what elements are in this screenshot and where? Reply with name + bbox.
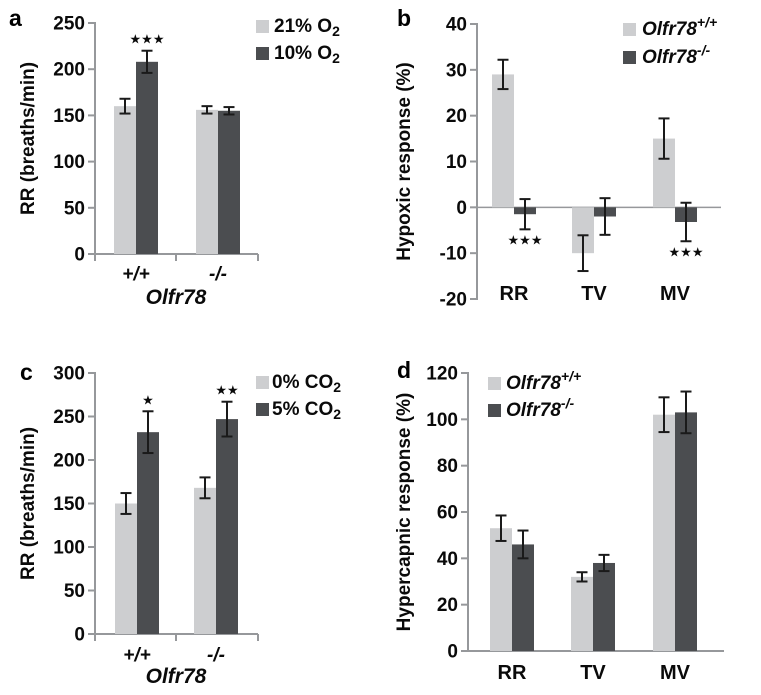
category-label: MV xyxy=(660,283,691,305)
bar-a--/--dark xyxy=(218,110,240,254)
bar-c--/--dark xyxy=(216,419,238,634)
panel-label-a: a xyxy=(9,5,22,31)
y-axis-title: Hypoxic response (%) xyxy=(394,62,415,261)
y-tick-label: 50 xyxy=(64,581,85,602)
y-tick-label: 0 xyxy=(456,198,467,219)
y-tick-label: 100 xyxy=(53,152,85,173)
legend-label: 5% CO2 xyxy=(272,399,341,422)
y-tick-label: 0 xyxy=(74,625,85,646)
y-tick-label: 250 xyxy=(53,407,85,428)
y-tick-label: 200 xyxy=(53,60,85,81)
y-tick-label: 0 xyxy=(447,642,458,663)
category-label: TV xyxy=(580,662,606,684)
significance-stars: ★★ xyxy=(215,383,238,398)
y-tick-label: 0 xyxy=(74,245,85,266)
legend-swatch-light xyxy=(256,376,269,389)
legend-swatch-dark xyxy=(623,51,636,64)
bar-c--/--light xyxy=(194,487,216,634)
legend-swatch-dark xyxy=(256,403,269,416)
bar-d-TV-light xyxy=(571,576,593,651)
chart-b: -20 -10 0 10 20 30 40 ★★★ ★★★ RR TV MV Hypoxic respo… xyxy=(380,0,761,345)
legend-label: Olfr78+/+ xyxy=(642,14,717,40)
y-tick-label: 20 xyxy=(446,106,467,127)
y-tick-label: 250 xyxy=(53,14,85,35)
y-tick-label: 150 xyxy=(53,494,85,515)
y-tick-label: -20 xyxy=(440,290,467,311)
y-axis-title: Hypercapnic response (%) xyxy=(394,393,415,632)
bar-b-RR-light xyxy=(492,74,514,208)
y-tick-label: 100 xyxy=(53,538,85,559)
legend-swatch-light xyxy=(623,23,636,36)
significance-stars: ★★★ xyxy=(508,232,543,247)
y-tick-label: 120 xyxy=(426,364,458,385)
y-tick-label: 20 xyxy=(437,595,458,616)
bar-a-+/+-dark xyxy=(136,61,158,254)
bar-d-RR-light xyxy=(490,528,512,651)
bar-d-RR-dark xyxy=(512,544,534,651)
panel-b: b -20 -10 0 10 20 30 40 ★★★ ★★★ RR TV MV Hypoxic res… xyxy=(380,0,761,345)
y-tick-label: 10 xyxy=(446,152,467,173)
bar-a-+/+-light xyxy=(114,106,136,254)
bar-d-MV-dark xyxy=(675,412,697,651)
legend-label: Olfr78+/+ xyxy=(506,368,581,394)
legend-swatch-light xyxy=(488,377,501,390)
category-label: TV xyxy=(581,283,607,305)
panel-c: c 0 50 100 150 200 250 300 ★ ★★ +/+ -/- Olfr78 RR (b… xyxy=(0,345,380,695)
chart-c: 0 50 100 150 200 250 300 ★ ★★ +/+ -/- Olfr78 RR (bre… xyxy=(0,345,380,695)
panel-d: d 0 20 40 60 80 100 120 RR TV MV Hypercapnic respo… xyxy=(380,345,761,695)
y-tick-label: 100 xyxy=(426,410,458,431)
category-label: -/- xyxy=(207,645,225,666)
bar-c-+/+-dark xyxy=(137,432,159,634)
y-axis-title: RR (breaths/min) xyxy=(18,62,39,215)
chart-svg-b: -20 -10 0 10 20 30 40 ★★★ ★★★ RR TV MV Hypoxic respo… xyxy=(394,14,721,311)
bar-b-MV-light xyxy=(653,138,675,208)
y-axis-title: RR (breaths/min) xyxy=(18,427,39,580)
bar-a--/--light xyxy=(196,109,218,254)
category-label: RR xyxy=(500,283,529,305)
legend-swatch-dark xyxy=(488,404,501,417)
y-tick-label: 30 xyxy=(446,60,467,81)
legend-label: 21% O2 xyxy=(274,16,340,39)
bar-d-TV-dark xyxy=(593,562,615,651)
bar-c-+/+-light xyxy=(115,503,137,634)
category-label: RR xyxy=(498,662,527,684)
category-label: +/+ xyxy=(123,645,150,666)
y-tick-label: 60 xyxy=(437,503,458,524)
bar-d-MV-light xyxy=(653,414,675,651)
y-tick-label: -10 xyxy=(440,244,467,265)
significance-stars: ★ xyxy=(142,392,154,407)
panel-label-b: b xyxy=(397,5,412,31)
x-axis-title: Olfr78 xyxy=(146,665,207,688)
y-tick-label: 300 xyxy=(53,364,85,385)
category-label: +/+ xyxy=(122,264,149,285)
legend-swatch-dark xyxy=(256,47,269,60)
chart-svg-a: 0 50 100 150 200 250 ★★★ +/+ -/-Olfr78 RR (breath… xyxy=(18,14,340,310)
significance-stars: ★★★ xyxy=(669,244,704,259)
legend-label: Olfr78-/- xyxy=(506,395,574,421)
legend-label: 0% CO2 xyxy=(272,372,341,395)
y-tick-label: 200 xyxy=(53,451,85,472)
legend-swatch-light xyxy=(256,20,269,33)
legend-label: 10% O2 xyxy=(274,43,340,66)
y-tick-label: 40 xyxy=(437,549,458,570)
panel-a: a 0 50 100 150 200 250 ★★★ +/+ -/- Olfr78 RR (brea… xyxy=(0,0,380,345)
chart-a: 0 50 100 150 200 250 ★★★ +/+ -/- Olfr78 RR (breath… xyxy=(0,0,380,345)
chart-svg-d: 0 20 40 60 80 100 120 RR TV MV Hypercapnic respons… xyxy=(394,364,724,684)
significance-stars: ★★★ xyxy=(130,32,165,47)
category-label: -/- xyxy=(209,264,227,285)
x-axis-title: Olfr78 xyxy=(146,286,207,309)
y-tick-label: 80 xyxy=(437,456,458,477)
y-tick-label: 50 xyxy=(64,198,85,219)
panel-label-d: d xyxy=(397,357,412,383)
chart-d: 0 20 40 60 80 100 120 RR TV MV Hypercapnic respons… xyxy=(380,345,761,695)
panel-label-c: c xyxy=(20,359,33,385)
legend-label: Olfr78-/- xyxy=(642,42,710,68)
y-tick-label: 150 xyxy=(53,106,85,127)
category-label: MV xyxy=(660,662,691,684)
y-tick-label: 40 xyxy=(446,15,467,36)
bar-b-TV-light xyxy=(572,207,594,254)
